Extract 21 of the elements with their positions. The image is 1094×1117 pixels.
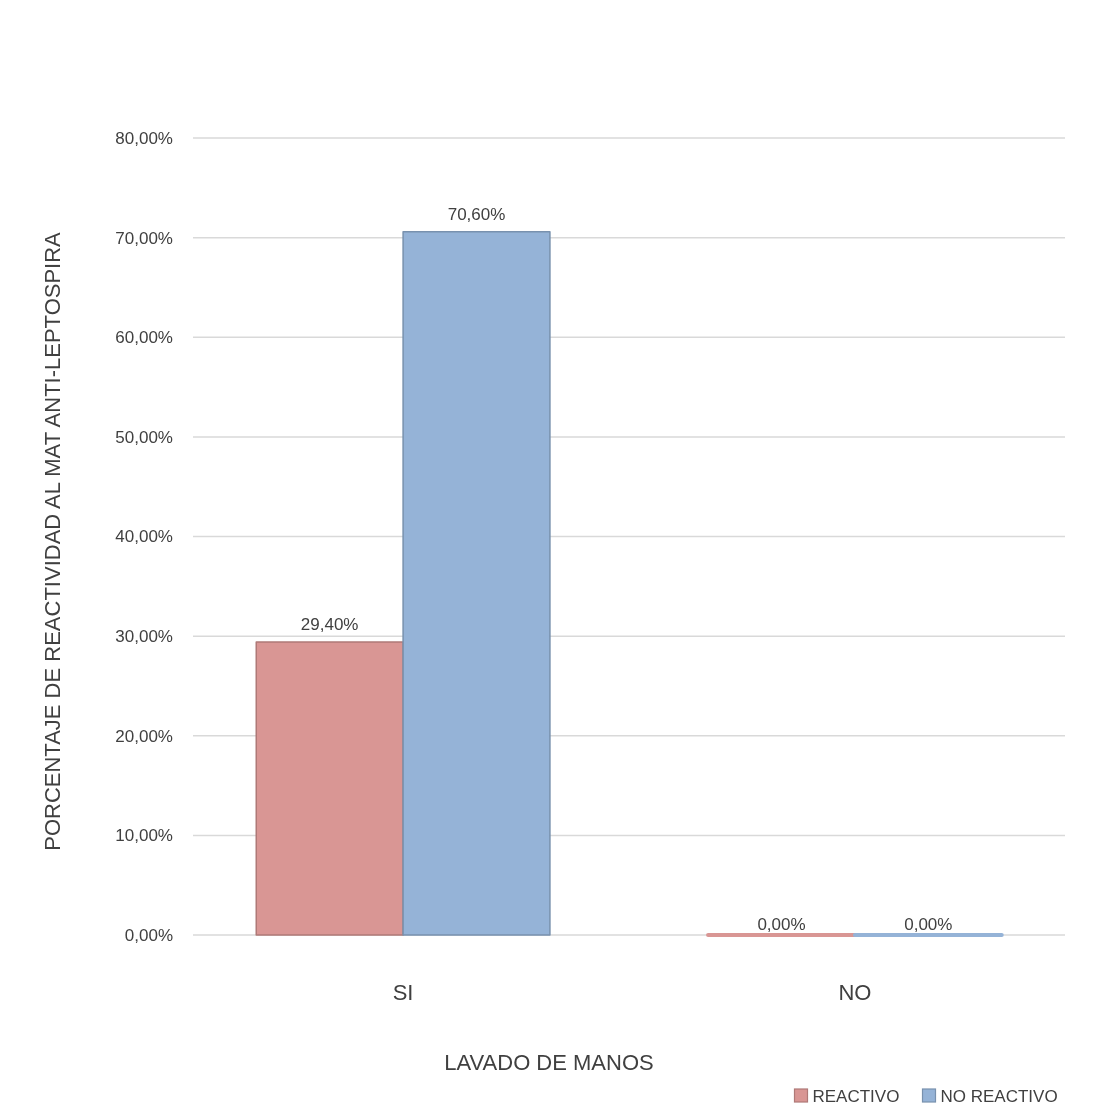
y-tick-label: 30,00% (115, 627, 173, 647)
x-tick-label: NO (838, 980, 872, 1005)
x-axis-title: LAVADO DE MANOS (444, 1050, 654, 1075)
y-tick-label: 60,00% (115, 328, 173, 348)
y-tick-label: 50,00% (115, 427, 173, 447)
data-label: 70,60% (447, 204, 506, 224)
y-tick-label: 0,00% (124, 925, 173, 945)
y-tick-label: 10,00% (115, 826, 173, 846)
bar (402, 230, 551, 936)
x-tick-label: SI (392, 980, 414, 1005)
legend-label: NO REACTIVO (940, 1086, 1058, 1106)
y-tick-label: 20,00% (115, 726, 173, 746)
data-label: 29,40% (300, 615, 359, 635)
bar (255, 641, 404, 936)
y-axis-title: PORCENTAJE DE REACTIVIDAD AL MAT ANTI-LEPTOSPIRA (40, 231, 65, 851)
y-tick-label: 40,00% (115, 527, 173, 547)
y-tick-label: 80,00% (115, 128, 173, 148)
data-label: 0,00% (904, 915, 953, 934)
y-tick-label: 70,00% (115, 228, 173, 248)
data-label: 0,00% (757, 915, 806, 934)
legend-label: REACTIVO (812, 1086, 900, 1106)
